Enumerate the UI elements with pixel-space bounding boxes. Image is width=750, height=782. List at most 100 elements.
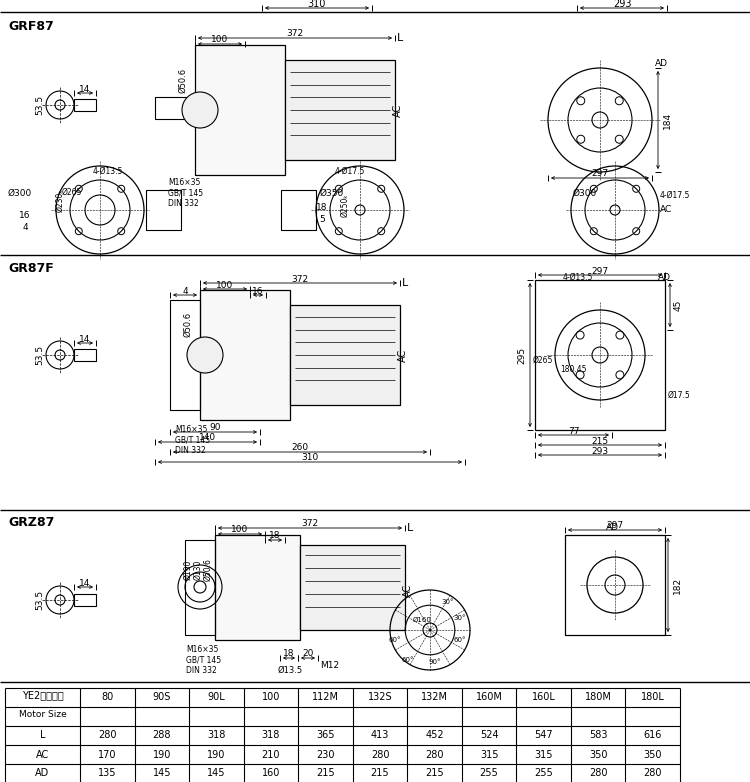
Text: 160: 160 — [262, 769, 280, 779]
Text: 90: 90 — [209, 424, 220, 432]
Text: 132S: 132S — [368, 693, 392, 702]
Text: 80: 80 — [101, 693, 113, 702]
Text: L: L — [402, 278, 408, 288]
Text: 14: 14 — [80, 335, 91, 345]
Text: 14: 14 — [80, 85, 91, 95]
Text: 547: 547 — [534, 730, 553, 741]
Bar — [281, 190, 316, 230]
Text: Ø265: Ø265 — [62, 188, 82, 196]
Text: Ø300: Ø300 — [8, 188, 32, 198]
Bar — [74, 594, 96, 606]
Text: 452: 452 — [425, 730, 444, 741]
Text: 280: 280 — [98, 730, 116, 741]
Text: 297: 297 — [592, 170, 608, 178]
Text: 372: 372 — [286, 30, 304, 38]
Text: 30°: 30° — [442, 599, 454, 605]
Text: 90S: 90S — [153, 693, 171, 702]
Text: 280: 280 — [589, 769, 608, 779]
Text: Ø230ₖ: Ø230ₖ — [56, 188, 64, 212]
Bar — [170, 300, 200, 410]
Bar — [565, 535, 665, 635]
Text: 145: 145 — [152, 769, 171, 779]
Text: AC: AC — [398, 348, 408, 361]
Text: Ø160: Ø160 — [413, 617, 431, 623]
Text: 318: 318 — [262, 730, 280, 741]
Text: 4-Ø17.5: 4-Ø17.5 — [334, 167, 365, 175]
Text: AC: AC — [36, 749, 50, 759]
Bar — [300, 545, 405, 630]
Text: 372: 372 — [292, 274, 308, 284]
Text: 16: 16 — [252, 286, 264, 296]
Text: 255: 255 — [480, 769, 499, 779]
Text: 4-Ø13.5: 4-Ø13.5 — [93, 167, 123, 175]
Text: 288: 288 — [152, 730, 171, 741]
Text: 350: 350 — [589, 749, 608, 759]
Text: 135: 135 — [98, 769, 116, 779]
Text: GRZ87: GRZ87 — [8, 515, 54, 529]
Text: 4: 4 — [182, 286, 188, 296]
Text: 18: 18 — [316, 203, 328, 211]
Text: AC: AC — [393, 103, 403, 117]
Text: 184: 184 — [663, 112, 672, 128]
Bar — [200, 290, 290, 420]
Text: 5: 5 — [320, 214, 325, 224]
Text: 215: 215 — [316, 769, 334, 779]
Text: 280: 280 — [425, 749, 444, 759]
Text: M16×35
GB/T 145
DIN 332: M16×35 GB/T 145 DIN 332 — [186, 645, 221, 675]
Text: 53.5: 53.5 — [35, 345, 44, 365]
Text: Ø50.6: Ø50.6 — [184, 311, 193, 336]
Text: AC: AC — [660, 206, 672, 214]
Text: 230: 230 — [316, 749, 334, 759]
Text: M16×35
GB/T 145
DIN 332: M16×35 GB/T 145 DIN 332 — [175, 425, 210, 455]
Text: 524: 524 — [480, 730, 499, 741]
Text: 16: 16 — [20, 211, 31, 221]
Text: 14: 14 — [80, 579, 91, 589]
Text: 215: 215 — [425, 769, 444, 779]
Text: 413: 413 — [370, 730, 389, 741]
Text: 280: 280 — [644, 769, 662, 779]
Text: 140: 140 — [199, 433, 216, 443]
Text: 90°: 90° — [429, 659, 441, 665]
Text: Ø250ₖ: Ø250ₖ — [340, 193, 350, 217]
Text: 45: 45 — [674, 300, 683, 310]
Text: L: L — [397, 33, 404, 43]
Text: GR87F: GR87F — [8, 261, 54, 274]
Text: 60°: 60° — [402, 657, 414, 663]
Text: 215: 215 — [592, 436, 608, 446]
Text: 310: 310 — [302, 454, 319, 462]
Text: 315: 315 — [480, 749, 498, 759]
Text: 100: 100 — [211, 35, 229, 45]
Circle shape — [187, 337, 223, 373]
Text: 365: 365 — [316, 730, 334, 741]
Text: 318: 318 — [207, 730, 226, 741]
Text: 60°: 60° — [388, 637, 401, 643]
Text: 100: 100 — [231, 526, 248, 535]
Text: Ø190
Ø130
Ø50.6: Ø190 Ø130 Ø50.6 — [183, 558, 213, 582]
Bar — [290, 305, 400, 405]
Text: Ø350: Ø350 — [320, 188, 344, 198]
Text: YE2电机座号: YE2电机座号 — [22, 691, 63, 701]
Text: 170: 170 — [98, 749, 116, 759]
Bar — [535, 280, 665, 430]
Text: 190: 190 — [153, 749, 171, 759]
Text: 4-Ø17.5: 4-Ø17.5 — [660, 191, 690, 199]
Text: 215: 215 — [370, 769, 389, 779]
Text: 160M: 160M — [476, 693, 502, 702]
Text: AD: AD — [658, 272, 671, 282]
Text: 160L: 160L — [532, 693, 556, 702]
Text: 30°: 30° — [454, 615, 466, 621]
Text: M16×35
GB/T 145
DIN 332: M16×35 GB/T 145 DIN 332 — [168, 178, 203, 208]
Text: 255: 255 — [534, 769, 553, 779]
Text: M12: M12 — [320, 661, 340, 669]
Text: Ø17.5: Ø17.5 — [668, 390, 691, 400]
Bar — [155, 97, 195, 119]
Text: 293: 293 — [613, 0, 632, 9]
Text: 18: 18 — [284, 650, 295, 658]
Text: L: L — [40, 730, 45, 741]
Bar — [285, 60, 395, 160]
Text: 280: 280 — [370, 749, 389, 759]
Text: 190: 190 — [207, 749, 226, 759]
Text: 293: 293 — [592, 447, 608, 455]
Text: 53.5: 53.5 — [35, 590, 44, 610]
Bar — [74, 349, 96, 361]
